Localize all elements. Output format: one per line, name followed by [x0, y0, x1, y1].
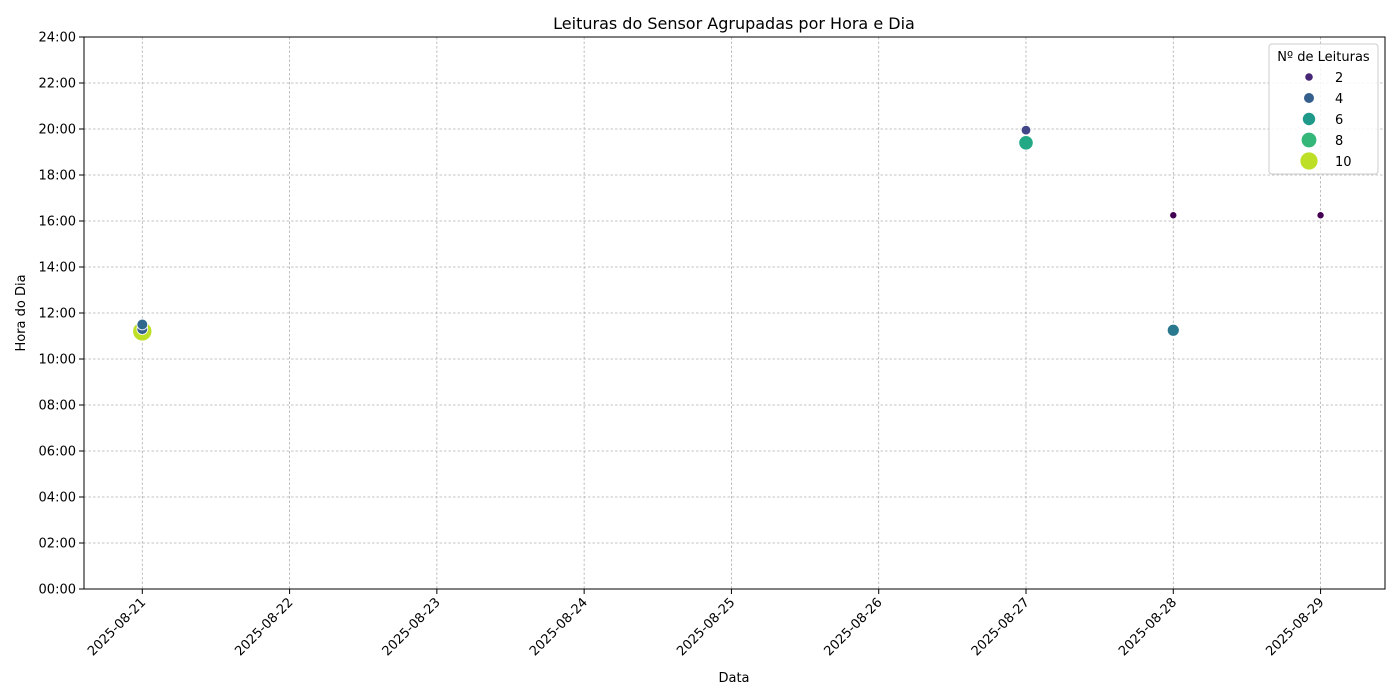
- y-tick-label: 20:00: [39, 123, 76, 138]
- data-point: [1020, 124, 1032, 136]
- chart-title: Leituras do Sensor Agrupadas por Hora e …: [553, 14, 915, 33]
- y-tick-label: 06:00: [39, 445, 76, 460]
- y-tick-label: 12:00: [39, 307, 76, 322]
- data-point: [1018, 135, 1034, 151]
- legend-label: 10: [1335, 155, 1352, 170]
- y-tick-label: 24:00: [39, 31, 76, 46]
- x-tick-label: 2025-08-26: [822, 595, 886, 659]
- y-axis-label: Hora do Dia: [14, 274, 29, 351]
- y-tick-label: 22:00: [39, 77, 76, 92]
- grid: [84, 37, 1385, 589]
- data-point: [136, 318, 149, 331]
- x-tick-label: 2025-08-27: [969, 595, 1033, 659]
- x-tick-label: 2025-08-21: [85, 595, 149, 659]
- y-tick-label: 18:00: [39, 169, 76, 184]
- legend-marker: [1304, 72, 1314, 82]
- y-tick-label: 10:00: [39, 353, 76, 368]
- legend-label: 2: [1335, 71, 1343, 86]
- y-tick-label: 00:00: [39, 583, 76, 598]
- x-tick-label: 2025-08-23: [380, 595, 444, 659]
- legend-label: 6: [1335, 113, 1343, 128]
- legend-label: 4: [1335, 92, 1343, 107]
- x-tick-label: 2025-08-29: [1263, 595, 1327, 659]
- y-tick-label: 04:00: [39, 491, 76, 506]
- legend: Nº de Leituras 2 4 6 8 10: [1268, 43, 1379, 175]
- x-tick-label: 2025-08-22: [232, 595, 296, 659]
- x-axis-label: Data: [718, 671, 749, 686]
- legend-label: 8: [1335, 134, 1343, 149]
- y-tick-label: 14:00: [39, 261, 76, 276]
- y-axis: 00:00 02:00 04:00 06:00 08:00 10:00 12:00 14:00…: [39, 31, 84, 598]
- y-tick-label: 08:00: [39, 399, 76, 414]
- data-point: [1169, 211, 1178, 220]
- legend-marker: [1303, 92, 1315, 104]
- legend-marker: [1299, 151, 1319, 171]
- data-points: [132, 124, 1325, 342]
- legend-marker: [1302, 112, 1317, 127]
- data-point: [1166, 323, 1180, 337]
- legend-title: Nº de Leituras: [1277, 50, 1370, 65]
- y-tick-label: 02:00: [39, 537, 76, 552]
- legend-marker: [1300, 131, 1318, 149]
- x-axis: 2025-08-21 2025-08-22 2025-08-23 2025-08-24…: [85, 589, 1327, 659]
- y-tick-label: 16:00: [39, 215, 76, 230]
- x-tick-label: 2025-08-24: [527, 595, 591, 659]
- x-tick-label: 2025-08-28: [1116, 595, 1180, 659]
- x-tick-label: 2025-08-25: [674, 595, 738, 659]
- legend-box: [1268, 43, 1379, 175]
- data-point: [1316, 211, 1325, 220]
